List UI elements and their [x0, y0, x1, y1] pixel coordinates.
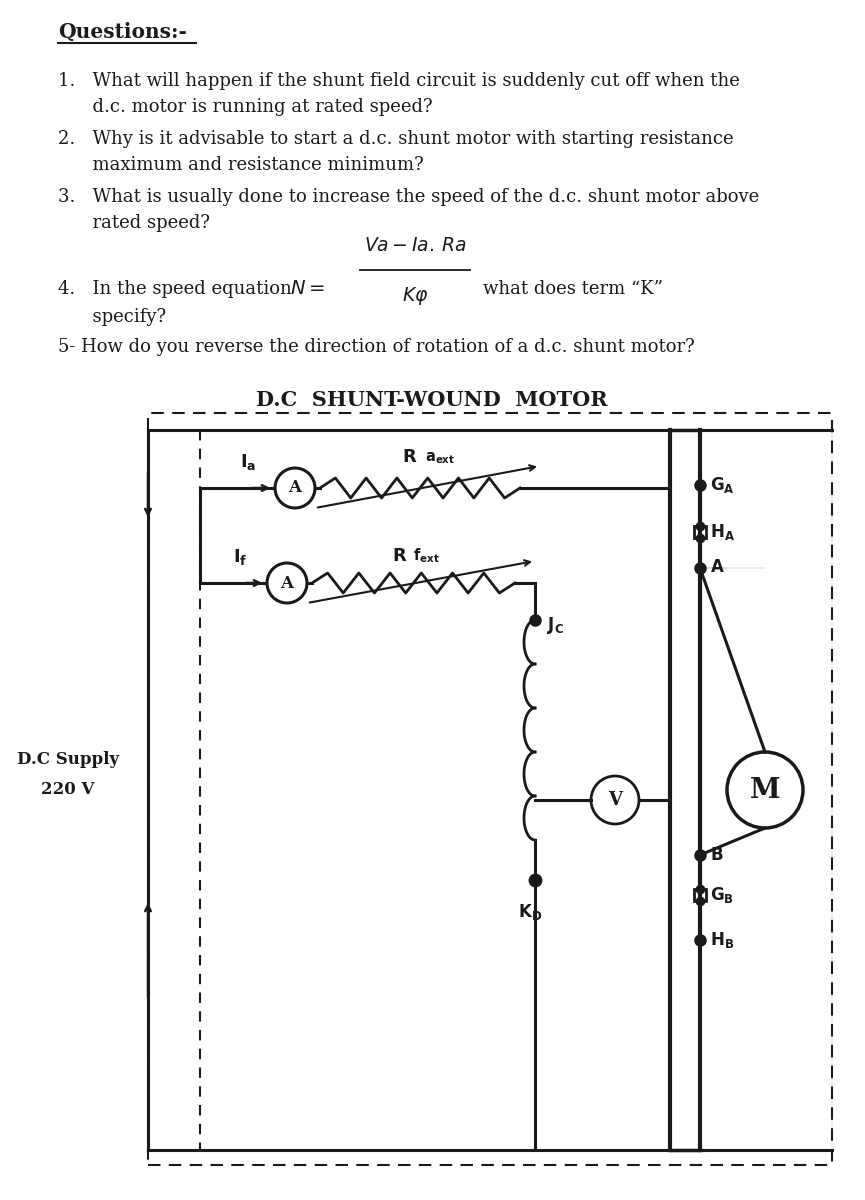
Text: $\mathbf{f_{ext}}$: $\mathbf{f_{ext}}$	[413, 546, 439, 565]
Text: $\mathbf{a_{ext}}$: $\mathbf{a_{ext}}$	[425, 450, 455, 466]
Text: Questions:-: Questions:-	[58, 22, 187, 42]
Text: 4.   In the speed equation: 4. In the speed equation	[58, 280, 292, 298]
Text: $Va - Ia.\,Ra$: $Va - Ia.\,Ra$	[364, 236, 466, 254]
Text: $\mathbf{A}$: $\mathbf{A}$	[710, 559, 725, 576]
Text: $\mathbf{I_a}$: $\mathbf{I_a}$	[240, 452, 256, 472]
Text: $K\varphi$: $K\varphi$	[401, 284, 428, 307]
Text: $\mathbf{G}_\mathbf{A}$: $\mathbf{G}_\mathbf{A}$	[710, 475, 734, 494]
Text: what does term “K”: what does term “K”	[483, 280, 663, 298]
Text: maximum and resistance minimum?: maximum and resistance minimum?	[58, 156, 424, 174]
Text: 220 V: 220 V	[42, 781, 94, 798]
Text: D.C  SHUNT-WOUND  MOTOR: D.C SHUNT-WOUND MOTOR	[256, 390, 608, 410]
Text: 1.   What will happen if the shunt field circuit is suddenly cut off when the: 1. What will happen if the shunt field c…	[58, 72, 740, 90]
Circle shape	[275, 468, 315, 508]
Bar	[148, 413, 832, 1165]
Text: $\mathbf{G}_\mathbf{B}$: $\mathbf{G}_\mathbf{B}$	[710, 886, 734, 905]
Bar	[694, 889, 706, 901]
Text: 3.   What is usually done to increase the speed of the d.c. shunt motor above: 3. What is usually done to increase the …	[58, 188, 759, 206]
Text: 2.   Why is it advisable to start a d.c. shunt motor with starting resistance: 2. Why is it advisable to start a d.c. s…	[58, 130, 734, 148]
Text: specify?: specify?	[58, 308, 166, 326]
Text: d.c. motor is running at rated speed?: d.c. motor is running at rated speed?	[58, 98, 432, 116]
Text: A: A	[289, 480, 302, 497]
Text: $\mathbf{K_D}$: $\mathbf{K_D}$	[518, 902, 542, 922]
Text: $\mathbf{H}_\mathbf{A}$: $\mathbf{H}_\mathbf{A}$	[710, 522, 735, 542]
Text: $N =$: $N =$	[290, 280, 324, 298]
Text: D.C Supply: D.C Supply	[17, 751, 119, 768]
Text: $\mathbf{J_C}$: $\mathbf{J_C}$	[547, 614, 564, 636]
Bar	[694, 526, 706, 538]
Circle shape	[727, 752, 803, 828]
Text: M: M	[750, 776, 780, 804]
Text: $\mathbf{B}$: $\mathbf{B}$	[710, 846, 723, 864]
Circle shape	[591, 776, 639, 824]
Text: V: V	[608, 791, 622, 809]
Text: 5- How do you reverse the direction of rotation of a d.c. shunt motor?: 5- How do you reverse the direction of r…	[58, 338, 695, 356]
Text: rated speed?: rated speed?	[58, 214, 210, 232]
Text: $\mathbf{R}$: $\mathbf{R}$	[393, 547, 407, 565]
Text: A: A	[280, 575, 293, 592]
Text: $\mathbf{I_f}$: $\mathbf{I_f}$	[233, 547, 247, 566]
Text: $\mathbf{H}_\mathbf{B}$: $\mathbf{H}_\mathbf{B}$	[710, 930, 734, 950]
Text: $\mathbf{R}$: $\mathbf{R}$	[402, 448, 418, 466]
Circle shape	[267, 563, 307, 602]
